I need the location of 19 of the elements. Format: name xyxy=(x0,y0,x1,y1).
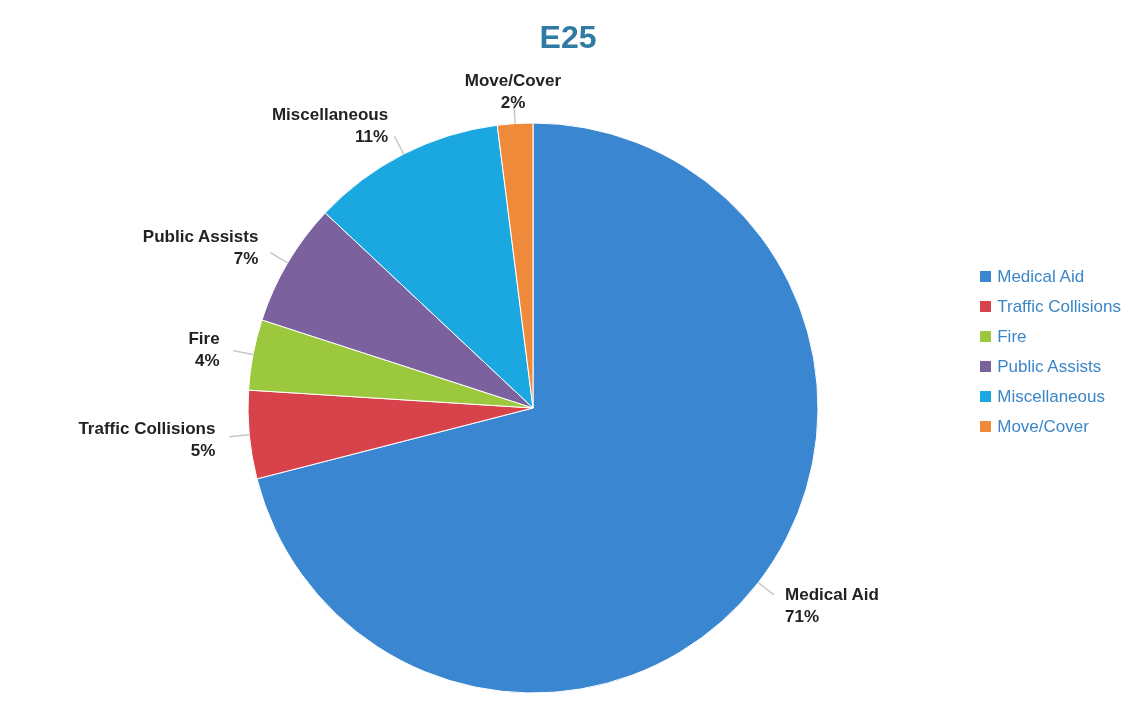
slice-label: Medical Aid xyxy=(785,584,879,604)
data-label: 11% xyxy=(355,126,389,146)
legend-label: Move/Cover xyxy=(997,415,1089,438)
legend-label: Public Assists xyxy=(997,355,1102,378)
data-label: 4% xyxy=(195,351,220,371)
slice-label: Miscellaneous xyxy=(271,104,389,124)
legend-label: Fire xyxy=(997,325,1027,348)
data-label: 5% xyxy=(190,441,216,461)
data-label: 71% xyxy=(785,606,820,626)
chart-title: E25 xyxy=(539,19,597,55)
slice-label: Traffic Collisions xyxy=(78,419,216,439)
slice-label: Public Assists xyxy=(142,226,259,246)
data-label: 2% xyxy=(500,92,526,112)
slice-label: Fire xyxy=(188,329,220,349)
slice-label: Move/Cover xyxy=(464,70,562,90)
legend-label: Miscellaneous xyxy=(997,385,1105,408)
legend-label: Medical Aid xyxy=(997,265,1085,288)
data-label: 7% xyxy=(233,248,259,268)
legend-label: Traffic Collisions xyxy=(997,295,1121,318)
